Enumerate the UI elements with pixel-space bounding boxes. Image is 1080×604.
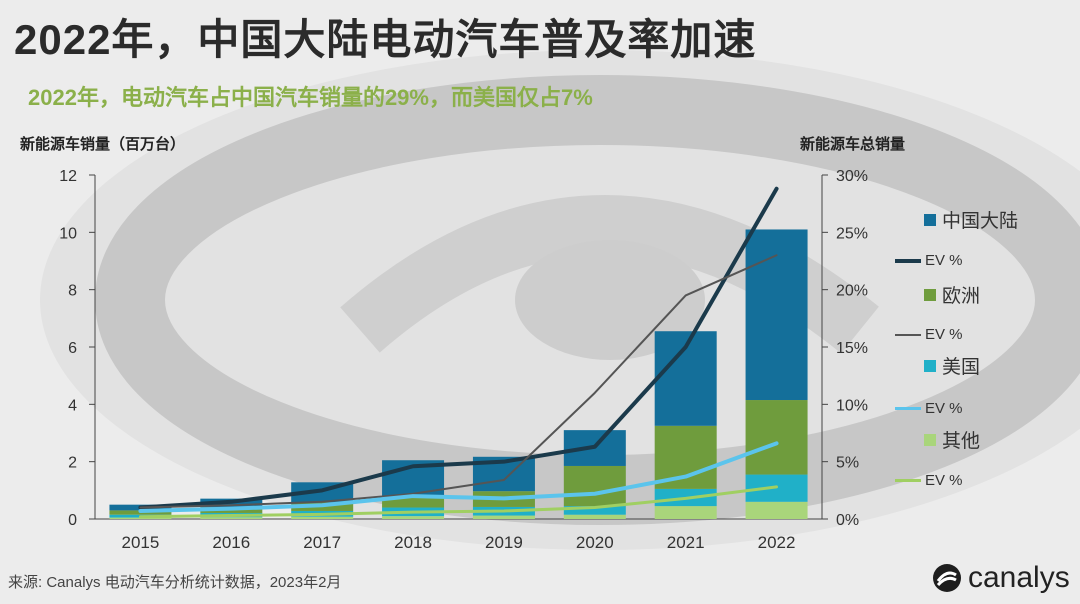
tick-labels: 0 2 4 6 8 10 12 0% 5% 10% 15% 20% 25% 30% 2015 2016 2017…	[59, 168, 868, 552]
legend-us-ev: EV %	[895, 400, 963, 417]
legend-label-other: 其他	[942, 431, 981, 452]
ev-share-line	[138, 186, 779, 510]
right-tick-label: 25%	[836, 225, 868, 242]
legend-label-china-ev: EV %	[925, 252, 963, 269]
right-tick-label: 5%	[836, 455, 859, 472]
legend-europe: 欧洲	[924, 281, 980, 308]
bar-segment	[109, 517, 172, 519]
bar-segment	[291, 516, 354, 519]
chart-subtitle: 2022年，电动汽车占中国汽车销量的29%，而美国仅占7%	[28, 85, 593, 110]
canalys-logo-icon	[933, 564, 961, 592]
x-tick-label: 2017	[303, 533, 341, 552]
legend-label-europe-ev: EV %	[925, 326, 963, 343]
ev-share-line	[138, 441, 779, 513]
legend-swatch-europe	[924, 288, 936, 301]
bars	[109, 229, 808, 519]
bar-segment	[382, 496, 445, 508]
legend-line-europe-ev	[895, 333, 921, 336]
ev-share-lines	[138, 186, 779, 519]
legend-china: 中国大陆	[924, 206, 1018, 233]
x-tick-label: 2018	[394, 533, 432, 552]
right-tick-label: 10%	[836, 397, 868, 414]
legend-swatch-other	[924, 433, 936, 446]
x-tick-label: 2016	[212, 533, 250, 552]
x-tick-label: 2015	[122, 533, 160, 552]
legend-line-china-ev	[895, 258, 921, 263]
bar-segment	[472, 515, 535, 519]
bar-segment	[200, 517, 263, 519]
legend-label-europe: 欧洲	[942, 286, 981, 307]
left-tick-label: 0	[68, 512, 77, 529]
left-tick-label: 8	[68, 283, 77, 300]
legend-line-other-ev	[895, 479, 921, 482]
x-tick-label: 2020	[576, 533, 614, 552]
legend-label-china: 中国大陆	[942, 211, 1019, 232]
left-tick-label: 10	[59, 225, 77, 242]
legend-europe-ev: EV %	[895, 326, 963, 343]
legend-swatch-china	[924, 213, 936, 226]
axes	[89, 174, 828, 520]
bar-segment	[745, 400, 808, 475]
canalys-logo-text: canalys	[968, 561, 1070, 594]
left-tick-label: 4	[68, 397, 77, 414]
ev-share-line	[138, 485, 779, 519]
legend-swatch-us	[924, 359, 936, 372]
x-tick-label: 2021	[667, 533, 705, 552]
bar-segment	[745, 501, 808, 519]
legend-china-ev: EV %	[895, 252, 963, 269]
left-tick-label: 2	[68, 455, 77, 472]
right-tick-label: 15%	[836, 340, 868, 357]
legend-label-us: 美国	[942, 357, 981, 378]
canalys-logo: canalys	[932, 561, 1070, 595]
legend-label-other-ev: EV %	[925, 472, 963, 489]
right-tick-label: 20%	[836, 283, 868, 300]
chart-title: 2022年，中国大陆电动汽车普及率加速	[14, 16, 757, 63]
legend-other: 其他	[924, 426, 980, 453]
legend-us: 美国	[924, 352, 980, 379]
source-note: 来源: Canalys 电动汽车分析统计数据，2023年2月	[8, 574, 342, 591]
bar-segment	[745, 229, 808, 401]
bar-segment	[654, 506, 717, 519]
legend-label-us-ev: EV %	[925, 400, 963, 417]
left-axis-title: 新能源车销量（百万台）	[20, 136, 186, 153]
bar-segment	[563, 506, 626, 515]
x-tick-label: 2022	[758, 533, 796, 552]
bar-segment	[382, 516, 445, 519]
bar-segment	[563, 465, 626, 507]
legend-line-us-ev	[895, 407, 921, 410]
right-tick-label: 30%	[836, 168, 868, 185]
legend-other-ev: EV %	[895, 472, 963, 489]
left-tick-label: 6	[68, 340, 77, 357]
bar-segment	[563, 514, 626, 519]
x-tick-label: 2019	[485, 533, 523, 552]
ev-share-line	[139, 254, 778, 509]
left-tick-label: 12	[59, 168, 77, 185]
right-tick-label: 0%	[836, 512, 859, 529]
right-axis-title: 新能源车总销量	[800, 136, 906, 153]
